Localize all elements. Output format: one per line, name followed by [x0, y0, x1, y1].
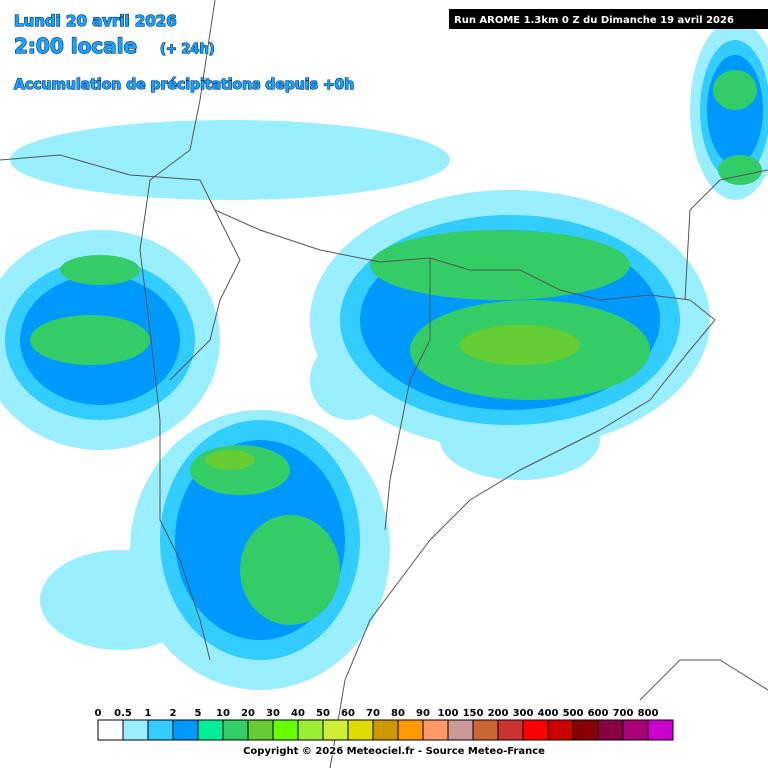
legend-swatch: [397, 719, 424, 741]
legend-swatch: [147, 719, 174, 741]
legend-label: 500: [563, 708, 584, 719]
legend-label: 40: [291, 708, 305, 719]
legend-swatch: [222, 719, 249, 741]
run-banner: [449, 9, 768, 29]
legend-swatch: [622, 719, 649, 741]
legend: 0 0.5 1 2 5 10 20 30 40 50 60 70 80 90 100 150 200 300 400…: [94, 707, 674, 741]
legend-swatch: [122, 719, 149, 741]
legend-swatch: [347, 719, 374, 741]
legend-swatch: [597, 719, 624, 741]
time: 2:00 locale: [14, 34, 137, 58]
legend-label: 20: [241, 708, 255, 719]
legend-swatch: [522, 719, 549, 741]
legend-label: 150: [463, 708, 484, 719]
legend-swatch: [172, 719, 199, 741]
legend-label: 80: [391, 708, 405, 719]
legend-swatch: [447, 719, 474, 741]
legend-label: 100: [438, 708, 459, 719]
legend-swatch: [297, 719, 324, 741]
legend-label: 300: [513, 708, 534, 719]
legend-swatch: [547, 719, 574, 741]
legend-label: 200: [488, 708, 509, 719]
legend-label: 800: [638, 708, 659, 719]
legend-label: 70: [366, 708, 380, 719]
legend-label: 30: [266, 708, 280, 719]
legend-swatch: [497, 719, 524, 741]
subtitle: Accumulation de précipitations depuis +0…: [14, 77, 354, 93]
legend-label: 5: [195, 708, 202, 719]
legend-label: 90: [416, 708, 430, 719]
date: Lundi 20 avril 2026: [14, 12, 177, 30]
legend-label: 400: [538, 708, 559, 719]
legend-label: 0: [95, 708, 102, 719]
legend-label: 10: [216, 708, 230, 719]
legend-label: 50: [316, 708, 330, 719]
legend-swatch: [272, 719, 299, 741]
offset: (+ 24h): [160, 42, 215, 57]
legend-swatch: [647, 719, 674, 741]
run-info: Run AROME 1.3km 0 Z du Dimanche 19 avril…: [454, 15, 734, 26]
legend-label: 0.5: [114, 708, 132, 719]
legend-label: 2: [170, 708, 177, 719]
legend-swatch: [97, 719, 124, 741]
legend-swatch: [322, 719, 349, 741]
legend-swatch: [197, 719, 224, 741]
copyright: Copyright © 2026 Meteociel.fr - Source M…: [243, 746, 545, 757]
legend-label: 600: [588, 708, 609, 719]
legend-swatch: [472, 719, 499, 741]
legend-swatch: [572, 719, 599, 741]
legend-label: 1: [145, 708, 152, 719]
legend-swatch: [372, 719, 399, 741]
legend-swatch: [422, 719, 449, 741]
legend-swatch: [247, 719, 274, 741]
legend-label: 60: [341, 708, 355, 719]
legend-label: 700: [613, 708, 634, 719]
precip-strong: [205, 325, 580, 470]
